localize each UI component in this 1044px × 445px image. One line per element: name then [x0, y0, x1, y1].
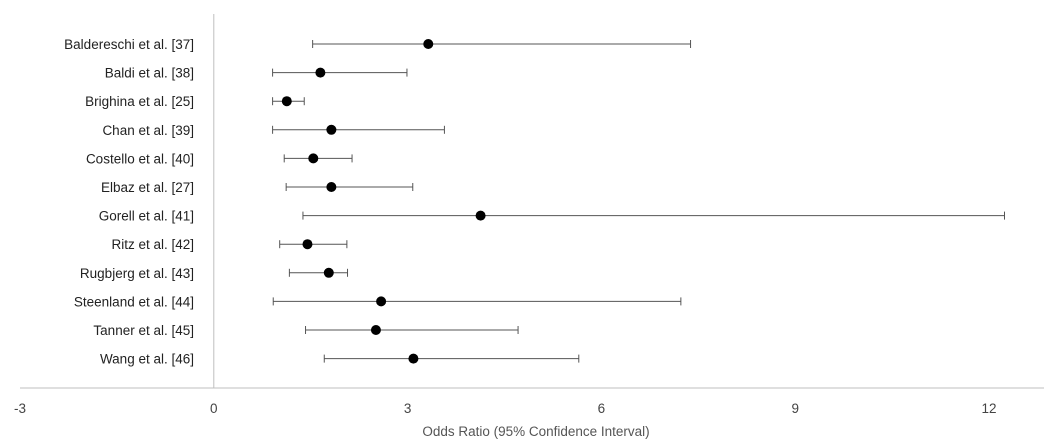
study-label: Wang et al. [46]: [100, 352, 194, 367]
x-axis-title: Odds Ratio (95% Confidence Interval): [422, 424, 649, 439]
x-tick-label: -3: [14, 401, 26, 416]
axes-group: [20, 14, 1044, 389]
study-label: Baldi et al. [38]: [105, 66, 194, 81]
study-label: Gorell et al. [41]: [99, 209, 194, 224]
odds-ratio-point: [302, 239, 313, 250]
odds-ratio-point: [315, 67, 326, 78]
study-label: Steenland et al. [44]: [74, 294, 194, 309]
study-label: Rugbjerg et al. [43]: [80, 266, 194, 281]
study-label: Baldereschi et al. [37]: [64, 37, 194, 52]
study-label: Elbaz et al. [27]: [101, 180, 194, 195]
marks-group: [272, 39, 1006, 364]
study-labels-group: Baldereschi et al. [37] Baldi et al. [38]…: [64, 37, 194, 367]
x-tick-label: 6: [598, 401, 606, 416]
study-label: Chan et al. [39]: [102, 123, 194, 138]
study-label: Brighina et al. [25]: [85, 94, 194, 109]
odds-ratio-point: [281, 96, 292, 107]
odds-ratio-point: [326, 124, 337, 135]
x-tick-label: 3: [404, 401, 412, 416]
x-tick-label: 0: [210, 401, 218, 416]
odds-ratio-point: [376, 296, 387, 307]
odds-ratio-point: [423, 39, 434, 49]
odds-ratio-point: [408, 353, 419, 364]
study-label: Tanner et al. [45]: [93, 323, 194, 338]
odds-ratio-point: [326, 182, 337, 192]
study-label: Ritz et al. [42]: [111, 237, 194, 252]
tick-labels-group: -3 0 3 6 9 12: [14, 401, 997, 416]
study-label: Costello et al. [40]: [86, 151, 194, 166]
odds-ratio-point: [308, 153, 319, 164]
odds-ratio-point: [370, 325, 381, 335]
odds-ratio-point: [323, 267, 334, 278]
odds-ratio-point: [475, 210, 486, 221]
x-tick-label: 9: [791, 401, 799, 416]
x-tick-label: 12: [981, 401, 996, 416]
